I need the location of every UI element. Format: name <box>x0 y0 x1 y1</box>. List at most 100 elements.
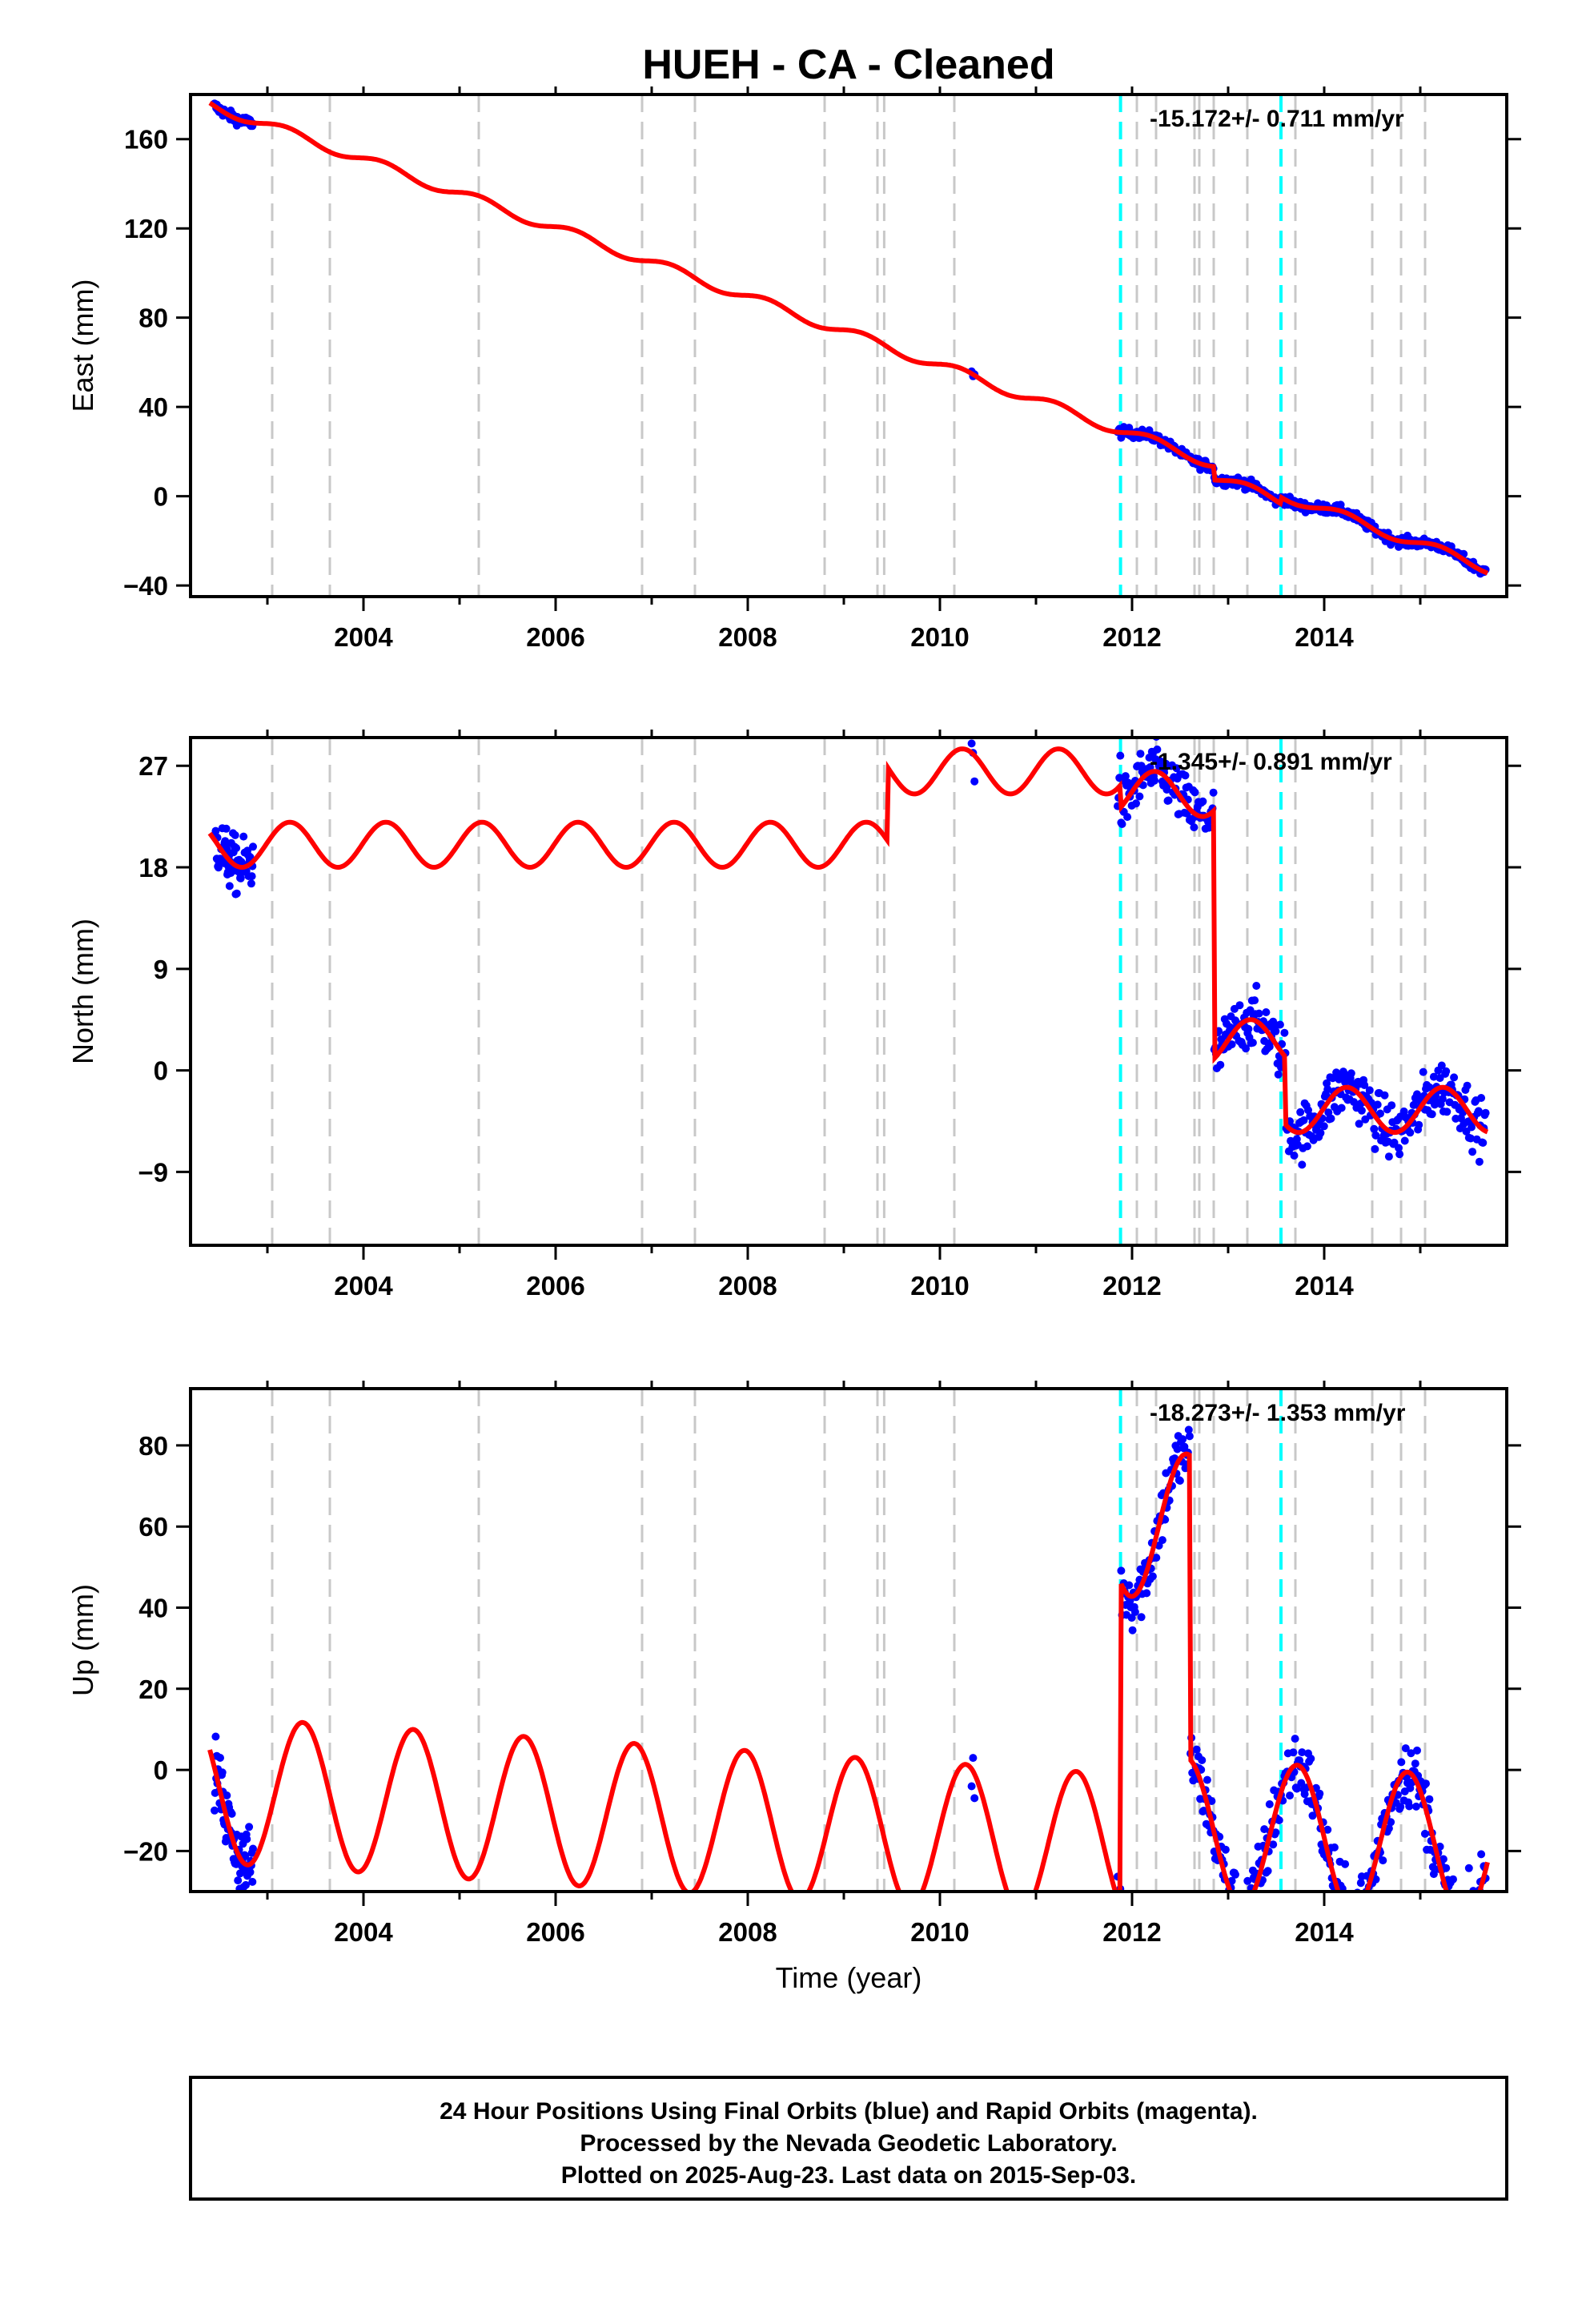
data-point <box>1137 1613 1146 1622</box>
data-point <box>1275 1020 1284 1029</box>
velocity-annotation: -18.273+/- 1.353 mm/yr <box>1150 1400 1406 1426</box>
data-point <box>1323 1079 1331 1088</box>
data-point <box>1474 1107 1483 1116</box>
data-point <box>1295 1756 1304 1765</box>
data-point <box>1357 1106 1366 1115</box>
data-point <box>1395 1144 1403 1152</box>
data-point <box>1209 788 1218 797</box>
data-point <box>1411 1759 1419 1768</box>
data-point <box>1384 1152 1393 1161</box>
data-point <box>1126 1597 1134 1606</box>
y-tick-label: 0 <box>154 1755 168 1785</box>
data-point <box>1356 1879 1365 1888</box>
data-point <box>1390 1138 1399 1147</box>
data-point <box>247 872 256 881</box>
data-point <box>246 1868 255 1876</box>
x-tick-label: 2006 <box>526 622 584 652</box>
data-point <box>1181 771 1190 780</box>
data-point <box>1422 1779 1430 1788</box>
data-point <box>227 1809 236 1818</box>
data-point <box>1443 1108 1452 1116</box>
y-tick-label: 80 <box>139 304 168 333</box>
data-point <box>1198 1756 1207 1764</box>
data-point <box>1300 1790 1309 1799</box>
data-point <box>1118 820 1126 828</box>
data-point <box>1413 1746 1421 1755</box>
data-point <box>1207 1797 1216 1805</box>
y-tick-label: 40 <box>139 392 168 422</box>
data-point <box>1384 1824 1393 1833</box>
data-point <box>1429 1870 1438 1879</box>
data-point <box>1468 1148 1477 1156</box>
y-tick-label: −9 <box>138 1157 168 1187</box>
plot-area <box>207 1425 1490 1892</box>
data-point <box>1425 1795 1434 1803</box>
data-point <box>1449 1875 1457 1884</box>
data-point <box>1376 1109 1384 1118</box>
data-point <box>1371 1875 1380 1884</box>
panel-frame <box>189 1387 1508 1893</box>
y-axis-label: East (mm) <box>66 279 99 412</box>
data-point <box>1442 1067 1451 1076</box>
y-tick-label: 18 <box>139 853 168 883</box>
data-point <box>242 1880 250 1889</box>
data-point <box>1291 1735 1299 1743</box>
data-point <box>1406 1128 1415 1137</box>
data-point <box>1307 1755 1315 1763</box>
data-point <box>1221 1845 1230 1854</box>
data-point <box>1467 1134 1475 1143</box>
model-fit-line <box>208 100 1489 576</box>
y-tick-label: 160 <box>124 125 168 155</box>
x-tick-label: 2012 <box>1102 1917 1161 1947</box>
data-point <box>1395 1150 1404 1159</box>
data-point <box>1379 1856 1387 1865</box>
data-point <box>1244 1024 1253 1033</box>
footer-line-3: Plotted on 2025-Aug-23. Last data on 201… <box>561 2162 1137 2189</box>
x-tick-label: 2012 <box>1102 622 1161 652</box>
footer-line-1: 24 Hour Positions Using Final Orbits (bl… <box>440 2098 1258 2125</box>
panel-3: 2004 2006 2008 2010 2012 2014 −20 0 20 40 60 80 Up (… <box>66 1381 1521 1994</box>
panel-frame <box>189 93 1508 598</box>
data-point <box>1292 1784 1301 1793</box>
data-point <box>1439 1855 1447 1864</box>
x-tick-label: 2014 <box>1295 1271 1354 1301</box>
data-point <box>1128 1626 1137 1634</box>
x-tick-label: 2012 <box>1102 1271 1161 1301</box>
data-point <box>1428 1863 1437 1872</box>
data-point <box>1401 1744 1410 1753</box>
data-point <box>222 824 231 833</box>
data-point <box>1132 799 1140 808</box>
data-point <box>1481 1108 1490 1117</box>
data-point <box>1429 1072 1438 1081</box>
data-point <box>211 1806 219 1815</box>
data-point <box>1136 750 1145 758</box>
data-point <box>211 826 220 835</box>
panel-2: 2004 2006 2008 2010 2012 2014 −9 0 9 18 27 North (m… <box>66 730 1521 1301</box>
data-point <box>1298 1748 1307 1757</box>
data-point <box>1227 1040 1236 1049</box>
panel-frame <box>189 736 1508 1247</box>
data-point <box>1396 1803 1405 1811</box>
data-point <box>1370 1124 1379 1133</box>
data-point <box>1286 1791 1294 1800</box>
data-point <box>1158 1536 1166 1545</box>
data-point <box>1405 1802 1414 1811</box>
data-point <box>1477 1094 1486 1102</box>
data-point <box>1323 1085 1332 1094</box>
data-point <box>1297 1779 1306 1787</box>
data-point <box>1299 1116 1308 1124</box>
data-point <box>1184 1425 1193 1434</box>
data-point <box>1173 1445 1182 1454</box>
data-point <box>1127 1614 1136 1622</box>
data-point <box>1269 1840 1278 1849</box>
data-point <box>1274 1070 1283 1079</box>
data-point <box>1248 1039 1257 1047</box>
data-point <box>1337 1104 1346 1112</box>
data-point <box>970 1794 979 1803</box>
x-tick-label: 2014 <box>1295 1917 1354 1947</box>
data-point <box>1280 1028 1289 1037</box>
data-point <box>1199 1807 1208 1815</box>
data-point <box>1296 1108 1305 1116</box>
x-tick-label: 2006 <box>526 1917 584 1947</box>
data-point <box>1121 772 1130 781</box>
